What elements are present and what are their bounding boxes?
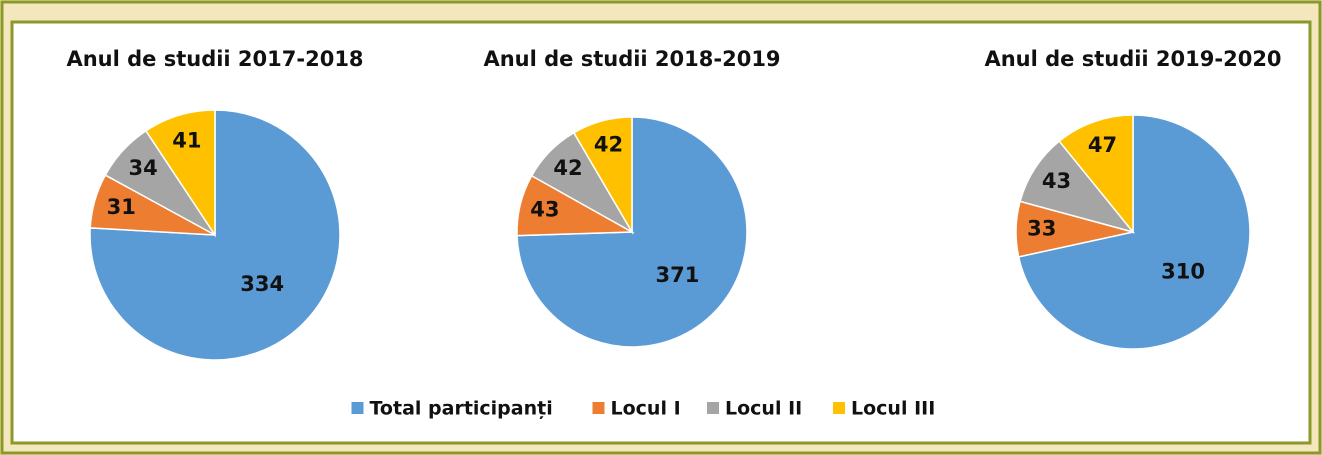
pie-slice: [516, 116, 748, 348]
pie-slice: [144, 109, 216, 238]
data-label: 310: [1161, 259, 1205, 283]
data-label: 31: [107, 195, 136, 219]
legend-swatch: [592, 402, 605, 414]
pie-slice: [1017, 114, 1251, 350]
pie-slice: [572, 116, 633, 235]
legend-label: Total participanți: [370, 398, 553, 420]
chart-title: Anul de studii 2017-2018: [66, 47, 363, 71]
data-label: 41: [172, 129, 201, 153]
data-label: 43: [1042, 169, 1071, 193]
pie-slice: [1019, 140, 1136, 234]
chart-title: Anul de studii 2018-2019: [483, 47, 780, 71]
legend-swatch: [833, 402, 845, 414]
legend-swatch: [351, 402, 364, 414]
legend-label: Locul I: [611, 398, 681, 420]
chart-title: Anul de studii 2019-2020: [984, 47, 1281, 71]
legend-label: Locul II: [725, 398, 802, 420]
pie-slice: [1058, 114, 1134, 235]
data-label: 334: [240, 272, 284, 296]
data-label: 371: [656, 263, 700, 287]
data-label: 33: [1027, 217, 1056, 241]
data-label: 47: [1088, 133, 1117, 157]
data-label: 34: [129, 156, 158, 180]
data-label: 42: [553, 156, 582, 180]
legend-label: Locul III: [851, 398, 935, 420]
legend-swatch: [707, 402, 719, 414]
data-label: 43: [530, 198, 559, 222]
data-label: 42: [594, 132, 623, 156]
